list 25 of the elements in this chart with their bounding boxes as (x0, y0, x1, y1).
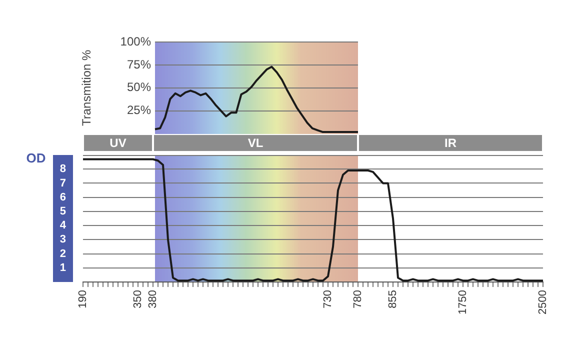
x-tick-label: 1750 (457, 290, 470, 314)
x-tick-label: 855 (387, 290, 400, 308)
y-tick-label: 75% (126, 57, 152, 72)
x-tick-label: 780 (352, 290, 364, 308)
y-tick-label: 50% (126, 80, 152, 94)
y-tick-label: 6 (60, 191, 66, 204)
x-tick-label: 350 (132, 290, 144, 308)
y-tick-label: 7 (60, 177, 66, 190)
text: IR (444, 136, 456, 150)
text: VL (248, 136, 264, 150)
y-tick-label: 4 (60, 220, 67, 232)
y-tick-label: 100% (120, 34, 152, 48)
y-tick-label: 25% (126, 103, 152, 118)
y-tick-label: 2 (60, 248, 66, 260)
x-tick-label: 380 (147, 290, 160, 308)
x-tick-label: 2500 (537, 290, 550, 314)
text: UV (110, 136, 126, 150)
y-axis-title: OD (26, 150, 46, 166)
y-tick-label: 8 (60, 163, 66, 176)
x-tick-label: 190 (77, 290, 90, 308)
y-tick-label: 5 (60, 205, 66, 218)
y-axis-title: Transmition % (80, 49, 94, 126)
y-tick-label: 1 (60, 262, 66, 274)
x-tick-label: 730 (322, 290, 334, 308)
y-tick-label: 3 (60, 234, 66, 246)
